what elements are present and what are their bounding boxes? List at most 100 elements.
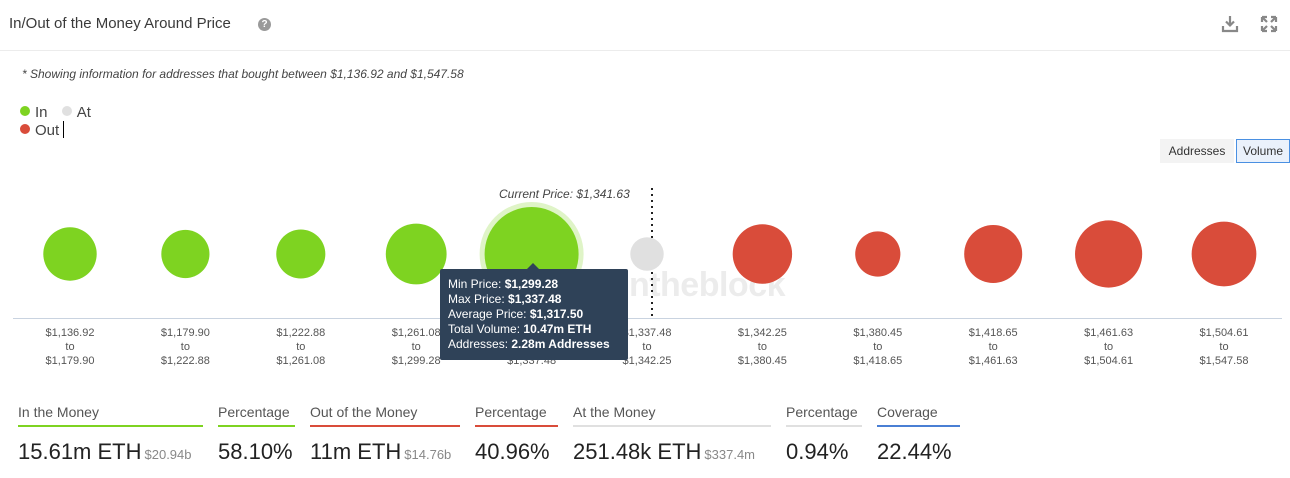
legend-item-at[interactable]: At: [61, 104, 91, 121]
range-label: $1,222.88 to $1,261.08: [246, 326, 356, 368]
range-connector: to: [65, 341, 75, 353]
bubble-out[interactable]: [855, 231, 901, 277]
stat-value: 40.96%: [475, 439, 550, 464]
download-icon[interactable]: [1220, 14, 1240, 34]
range-from: $1,136.92: [45, 327, 95, 339]
tooltip-arrow: [526, 263, 540, 270]
legend-dot-in: [20, 106, 30, 116]
legend-label-in: In: [35, 104, 48, 121]
range-label: $1,461.63 to $1,504.61: [1054, 326, 1164, 368]
legend-label-at: At: [76, 104, 91, 121]
range-connector: to: [1219, 341, 1229, 353]
stat-value: 0.94%: [786, 439, 849, 464]
text-cursor: [63, 121, 65, 138]
bubble-in[interactable]: [276, 229, 326, 279]
range-label: $1,179.90 to $1,222.88: [130, 326, 240, 368]
range-label: $1,337.48 to $1,342.25: [592, 326, 702, 368]
range-connector: to: [642, 341, 652, 353]
range-to: $1,461.63: [968, 355, 1018, 367]
stat-usd-value: $14.76b: [404, 447, 452, 462]
bubble-in[interactable]: [385, 223, 447, 285]
stat-label: At the Money: [573, 404, 771, 427]
stat-in-the-money: In the Money 15.61m ETH $20.94b: [18, 404, 203, 465]
range-from: $1,380.45: [853, 327, 903, 339]
legend-item-out[interactable]: Out: [20, 122, 59, 139]
range-from: $1,461.63: [1084, 327, 1134, 339]
range-connector: to: [296, 341, 306, 353]
range-label: $1,418.65 to $1,461.63: [938, 326, 1048, 368]
stat-at-the-money: At the Money 251.48k ETH $337.4m: [573, 404, 771, 465]
range-from: $1,504.61: [1199, 327, 1249, 339]
tooltip: Min Price: $1,299.28 Max Price: $1,337.4…: [440, 269, 628, 360]
stat-in-percentage: Percentage 58.10%: [218, 404, 295, 465]
stat-label: Coverage: [877, 404, 960, 427]
bubble-in[interactable]: [161, 229, 210, 279]
stat-value: 251.48k ETH: [573, 439, 702, 464]
range-label: $1,136.92 to $1,179.90: [15, 326, 125, 368]
range-label: $1,504.61 to $1,547.58: [1169, 326, 1279, 368]
legend-label-out: Out: [35, 122, 60, 139]
range-from: $1,222.88: [276, 327, 326, 339]
legend-item-in[interactable]: In: [20, 104, 48, 121]
stat-out-percentage: Percentage 40.96%: [475, 404, 558, 465]
stat-out-of-the-money: Out of the Money 11m ETH $14.76b: [310, 404, 460, 465]
tooltip-addresses: Addresses: 2.28m Addresses: [448, 337, 610, 351]
bubble-out[interactable]: [964, 224, 1023, 284]
bubble-out[interactable]: [732, 224, 793, 284]
page-title: In/Out of the Money Around Price: [9, 15, 231, 32]
range-connector: to: [873, 341, 883, 353]
stat-value: 58.10%: [218, 439, 293, 464]
range-to: $1,342.25: [622, 355, 672, 367]
range-to: $1,222.88: [160, 355, 210, 367]
range-connector: to: [757, 341, 767, 353]
stat-value: 22.44%: [877, 439, 952, 464]
legend-dot-at: [61, 106, 72, 116]
bubble-at[interactable]: [630, 237, 664, 271]
legend: In At Out: [20, 104, 149, 139]
current-price-label: Current Price: $1,341.63: [499, 187, 630, 201]
stat-label: Percentage: [786, 404, 862, 427]
range-label: $1,342.25 to $1,380.45: [707, 326, 817, 368]
range-to: $1,547.58: [1199, 355, 1249, 367]
stat-usd-value: $337.4m: [704, 447, 755, 462]
help-icon[interactable]: ?: [258, 18, 271, 31]
bubble-in[interactable]: [43, 227, 97, 281]
range-connector: to: [411, 341, 421, 353]
range-to: $1,299.28: [391, 355, 441, 367]
range-from: $1,418.65: [968, 327, 1018, 339]
tooltip-avg-price: Average Price: $1,317.50: [448, 307, 584, 321]
range-to: $1,380.45: [737, 355, 787, 367]
subtitle-note: * Showing information for addresses that…: [22, 67, 464, 81]
range-connector: to: [180, 341, 190, 353]
range-from: $1,337.48: [622, 327, 672, 339]
stat-label: Percentage: [218, 404, 295, 427]
range-to: $1,504.61: [1084, 355, 1134, 367]
range-to: $1,261.08: [276, 355, 326, 367]
bubble-out[interactable]: [1191, 221, 1257, 287]
stat-label: Out of the Money: [310, 404, 460, 427]
stat-coverage: Coverage 22.44%: [877, 404, 960, 465]
range-from: $1,179.90: [160, 327, 210, 339]
addresses-toggle-button[interactable]: Addresses: [1160, 139, 1234, 163]
stat-value: 11m ETH: [310, 439, 402, 464]
range-to: $1,179.90: [45, 355, 95, 367]
range-connector: to: [1104, 341, 1114, 353]
widget-header: In/Out of the Money Around Price ?: [0, 0, 1290, 51]
stat-label: In the Money: [18, 404, 203, 427]
tooltip-max-price: Max Price: $1,337.48: [448, 292, 562, 306]
range-from: $1,342.25: [737, 327, 787, 339]
range-connector: to: [988, 341, 998, 353]
tooltip-min-price: Min Price: $1,299.28: [448, 277, 559, 291]
volume-toggle-button[interactable]: Volume: [1236, 139, 1290, 163]
tooltip-total-volume: Total Volume: 10.47m ETH: [448, 322, 592, 336]
expand-icon[interactable]: [1259, 14, 1279, 34]
range-to: $1,418.65: [853, 355, 903, 367]
stat-label: Percentage: [475, 404, 558, 427]
bubble-out[interactable]: [1075, 220, 1143, 288]
stat-value: 15.61m ETH: [18, 439, 142, 464]
stat-at-percentage: Percentage 0.94%: [786, 404, 862, 465]
range-from: $1,261.08: [391, 327, 441, 339]
stat-usd-value: $20.94b: [144, 447, 192, 462]
legend-dot-out: [20, 124, 30, 134]
